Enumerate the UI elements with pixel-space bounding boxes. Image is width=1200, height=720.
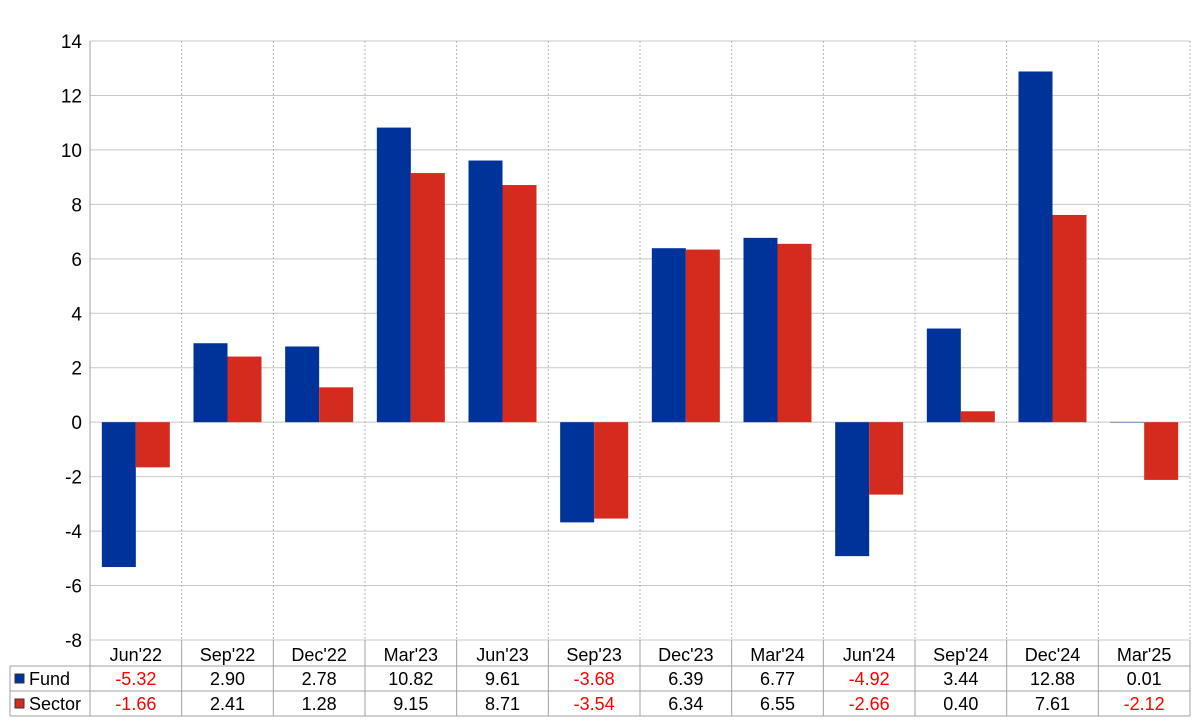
bar-sector: [502, 185, 537, 423]
bar-fund: [1110, 421, 1145, 423]
data-label-sector: 9.15: [393, 694, 428, 714]
x-tick-label: Sep'23: [566, 645, 622, 665]
bar-fund: [835, 422, 870, 557]
y-tick-label: 4: [71, 304, 82, 325]
x-tick-label: Mar'24: [750, 645, 804, 665]
y-tick-label: 14: [61, 32, 83, 53]
bar-sector: [227, 356, 262, 423]
data-label-sector: 0.40: [943, 694, 978, 714]
y-tick-label: 2: [71, 359, 82, 380]
bar-sector: [685, 249, 720, 423]
data-label-fund: 6.77: [760, 669, 795, 689]
y-tick-label: 6: [71, 250, 82, 271]
data-label-sector: -1.66: [115, 694, 156, 714]
data-label-sector: -2.12: [1124, 694, 1165, 714]
x-tick-label: Dec'24: [1025, 645, 1080, 665]
data-label-sector: -3.54: [574, 694, 615, 714]
bar-sector: [135, 422, 170, 468]
data-label-sector: 8.71: [485, 694, 520, 714]
bar-fund: [1018, 71, 1053, 423]
y-tick-label: 0: [71, 413, 82, 434]
x-tick-label: Sep'24: [933, 645, 989, 665]
y-tick-label: 12: [61, 86, 82, 107]
data-label-sector: 6.34: [668, 694, 703, 714]
data-label-fund: -3.68: [574, 669, 615, 689]
legend-swatch-sector: [14, 698, 25, 709]
data-label-fund: 9.61: [485, 669, 520, 689]
data-label-fund: 3.44: [943, 669, 978, 689]
bar-fund: [926, 328, 961, 423]
data-label-fund: 2.90: [210, 669, 245, 689]
x-tick-label: Mar'25: [1117, 645, 1171, 665]
data-label-fund: 0.01: [1127, 669, 1162, 689]
x-tick-label: Jun'24: [843, 645, 895, 665]
data-label-sector: 2.41: [210, 694, 245, 714]
bar-fund: [651, 248, 686, 423]
bar-fund: [468, 160, 503, 423]
legend-swatch-fund: [14, 673, 25, 684]
y-tick-label: 8: [71, 195, 82, 216]
data-label-sector: 6.55: [760, 694, 795, 714]
data-label-fund: -5.32: [115, 669, 156, 689]
bar-fund: [193, 343, 228, 423]
bar-sector: [319, 387, 354, 423]
legend-label-sector: Sector: [29, 694, 81, 714]
y-tick-label: -4: [65, 522, 82, 543]
bar-sector: [869, 422, 904, 495]
data-label-fund: 6.39: [668, 669, 703, 689]
bar-fund: [376, 127, 411, 423]
bar-sector: [777, 243, 812, 423]
bar-sector: [594, 422, 629, 519]
data-label-fund: 12.88: [1030, 669, 1075, 689]
y-tick-label: -6: [65, 577, 82, 598]
y-axis: -8 -6 -4 -2 0 2 4 6 8 10 12 14: [61, 32, 83, 652]
data-label-fund: 10.82: [388, 669, 433, 689]
x-tick-label: Sep'22: [200, 645, 256, 665]
bar-sector: [1144, 422, 1179, 480]
y-tick-label: -2: [65, 468, 82, 489]
x-tick-label: Dec'23: [658, 645, 713, 665]
bar-sector: [410, 173, 445, 423]
bar-sector: [1052, 214, 1087, 423]
bar-fund: [560, 422, 595, 523]
data-label-sector: 1.28: [302, 694, 337, 714]
data-table: Jun'22 Sep'22 Dec'22 Mar'23 Jun'23 Sep'23 Dec'…: [9, 640, 1191, 717]
y-tick-label: -8: [65, 631, 82, 652]
bar-fund: [743, 237, 778, 423]
data-label-sector: -2.66: [849, 694, 890, 714]
x-tick-label: Mar'23: [384, 645, 438, 665]
legend-label-fund: Fund: [29, 669, 70, 689]
bar-fund: [285, 346, 320, 423]
data-label-sector: 7.61: [1035, 694, 1070, 714]
bar-fund: [101, 422, 136, 568]
x-tick-label: Jun'23: [476, 645, 528, 665]
bars: [101, 71, 1179, 568]
grid-lines: [89, 40, 1191, 641]
x-tick-label: Jun'22: [110, 645, 162, 665]
y-tick-label: 10: [61, 141, 82, 162]
x-tick-label: Dec'22: [291, 645, 346, 665]
bar-sector: [960, 411, 995, 423]
data-label-fund: 2.78: [302, 669, 337, 689]
data-label-fund: -4.92: [849, 669, 890, 689]
